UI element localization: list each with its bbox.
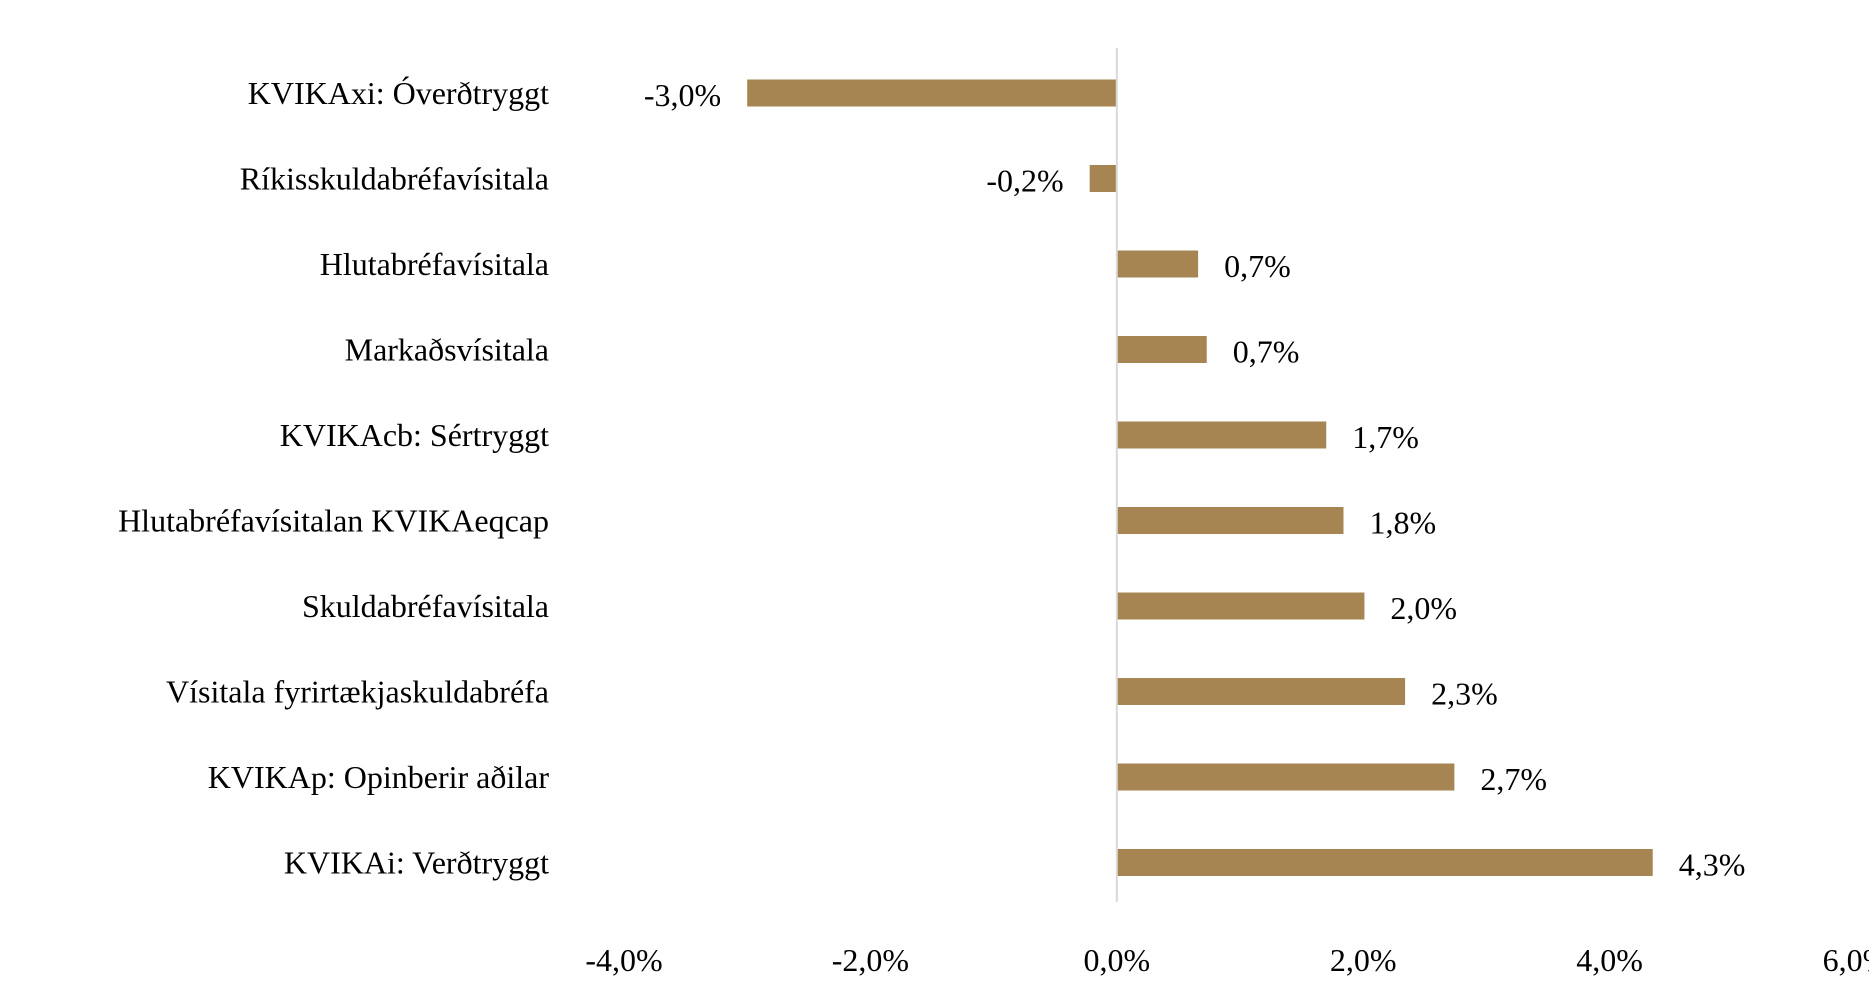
category-label-5: Hlutabréfavísitalan KVIKAeqcap (118, 503, 549, 539)
category-label-9: KVIKAi: Verðtryggt (284, 845, 549, 881)
bar-1 (1089, 165, 1117, 192)
category-label-0: KVIKAxi: Óverðtryggt (248, 75, 549, 111)
x-axis-tick-labels: -4,0% -2,0% 0,0% 2,0% 4,0% 6,0% (585, 942, 1869, 978)
bar-0 (747, 79, 1117, 107)
bars-layer (747, 79, 1653, 876)
value-label-2: 0,7% (1224, 248, 1291, 284)
x-tick-label-1: -2,0% (832, 942, 909, 978)
category-label-4: KVIKAcb: Sértryggt (280, 417, 549, 453)
x-tick-label-5: 6,0% (1823, 942, 1869, 978)
category-label-6: Skuldabréfavísitala (302, 588, 549, 624)
value-label-9: 4,3% (1679, 847, 1746, 883)
bar-7 (1116, 678, 1406, 705)
bar-5 (1116, 507, 1344, 534)
x-tick-label-2: 0,0% (1083, 942, 1150, 978)
x-tick-label-0: -4,0% (585, 942, 662, 978)
category-label-3: Markaðsvísitala (345, 332, 549, 368)
value-label-4: 1,7% (1352, 419, 1419, 455)
category-labels: KVIKAxi: Óverðtryggt Ríkisskuldabréfavísi… (118, 75, 549, 881)
category-label-7: Vísitala fyrirtækjaskuldabréfa (166, 674, 549, 710)
value-label-5: 1,8% (1369, 505, 1436, 541)
category-label-8: KVIKAp: Opinberir aðilar (208, 759, 550, 795)
value-label-0: -3,0% (644, 77, 721, 113)
bar-9 (1116, 849, 1653, 876)
bar-6 (1116, 592, 1365, 620)
value-label-8: 2,7% (1480, 761, 1547, 797)
bar-8 (1116, 763, 1455, 791)
x-tick-label-3: 2,0% (1330, 942, 1397, 978)
value-labels: -3,0% -0,2% 0,7% 0,7% 1,7% 1,8% 2,0% 2,3% 2,7% 4,… (644, 77, 1745, 883)
value-label-7: 2,3% (1431, 676, 1498, 712)
value-label-3: 0,7% (1233, 334, 1300, 370)
bar-2 (1116, 250, 1199, 278)
value-label-1: -0,2% (986, 163, 1063, 199)
category-label-1: Ríkisskuldabréfavísitala (240, 161, 549, 197)
value-label-6: 2,0% (1390, 590, 1457, 626)
category-label-2: Hlutabréfavísitala (320, 246, 549, 282)
bar-3 (1116, 336, 1207, 363)
x-tick-label-4: 4,0% (1576, 942, 1643, 978)
bar-4 (1116, 421, 1327, 449)
